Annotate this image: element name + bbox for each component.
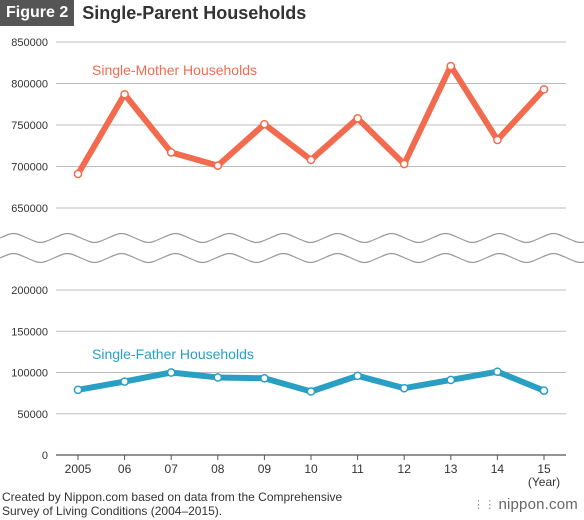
data-point xyxy=(539,84,549,94)
y-tick-label: 100000 xyxy=(11,368,48,380)
series-layer xyxy=(73,61,549,396)
tick-layer: 8500008000007500007000006500002000001500… xyxy=(11,37,560,489)
y-tick-label: 0 xyxy=(42,450,48,462)
brand-logo: ⋮⋮ nippon.com xyxy=(473,496,578,513)
data-point xyxy=(306,155,316,165)
chart-svg: 8500008000007500007000006500002000001500… xyxy=(0,37,584,489)
data-point xyxy=(73,385,83,395)
x-unit-label: (Year) xyxy=(528,475,560,489)
data-point xyxy=(446,375,456,385)
data-point xyxy=(493,135,502,145)
y-tick-label: 800000 xyxy=(11,79,48,91)
data-point xyxy=(446,61,456,71)
data-point xyxy=(166,148,176,157)
data-point xyxy=(306,387,316,396)
data-point xyxy=(120,89,129,99)
x-tick-label: 2005 xyxy=(65,462,92,476)
x-tick-label: 06 xyxy=(118,462,132,476)
source-note: Created by Nippon.com based on data from… xyxy=(2,490,422,518)
single-mother-label: Single-Mother Households xyxy=(92,62,257,78)
y-tick-label: 150000 xyxy=(11,326,48,338)
data-point xyxy=(120,377,129,386)
x-tick-label: 07 xyxy=(165,462,179,476)
label-layer: Single-Mother Households Single-Father Ho… xyxy=(92,62,257,362)
data-point xyxy=(353,371,362,381)
brand-text: nippon.com xyxy=(498,496,578,513)
nippon-logo-icon: ⋮⋮ xyxy=(473,499,496,511)
data-point xyxy=(260,119,269,129)
y-tick-label: 850000 xyxy=(11,37,48,49)
data-point xyxy=(353,114,362,123)
grid-layer xyxy=(56,41,566,456)
data-point xyxy=(399,383,409,393)
title-bar: Figure 2 Single-Parent Households xyxy=(0,0,584,26)
single-father-label: Single-Father Households xyxy=(92,346,254,362)
y-tick-label: 650000 xyxy=(11,203,48,215)
data-point xyxy=(539,386,549,395)
y-tick-label: 750000 xyxy=(11,120,48,132)
x-tick-label: 09 xyxy=(258,462,272,476)
figure-label: Figure 2 xyxy=(0,0,75,26)
data-point xyxy=(260,373,269,383)
y-tick-label: 50000 xyxy=(17,409,48,421)
axis-break-wave xyxy=(0,232,584,244)
x-tick-label: 15 xyxy=(537,462,551,476)
data-point xyxy=(213,161,223,171)
data-point xyxy=(213,373,223,382)
data-point xyxy=(399,159,409,169)
data-point xyxy=(166,368,176,377)
data-point xyxy=(73,169,83,179)
y-tick-label: 200000 xyxy=(11,285,48,297)
axis-break xyxy=(0,232,584,264)
y-tick-label: 700000 xyxy=(11,162,48,174)
x-tick-label: 13 xyxy=(444,462,458,476)
data-point xyxy=(493,367,502,377)
source-line-2: Survey of Living Conditions (2004–2015). xyxy=(2,504,223,518)
x-tick-label: 10 xyxy=(304,462,318,476)
chart-title: Single-Parent Households xyxy=(82,3,307,23)
x-tick-label: 12 xyxy=(398,462,412,476)
x-tick-label: 08 xyxy=(211,462,225,476)
axis-break-wave xyxy=(0,252,584,264)
source-line-1: Created by Nippon.com based on data from… xyxy=(2,490,343,504)
x-tick-label: 14 xyxy=(491,462,505,476)
x-tick-label: 11 xyxy=(351,462,364,476)
